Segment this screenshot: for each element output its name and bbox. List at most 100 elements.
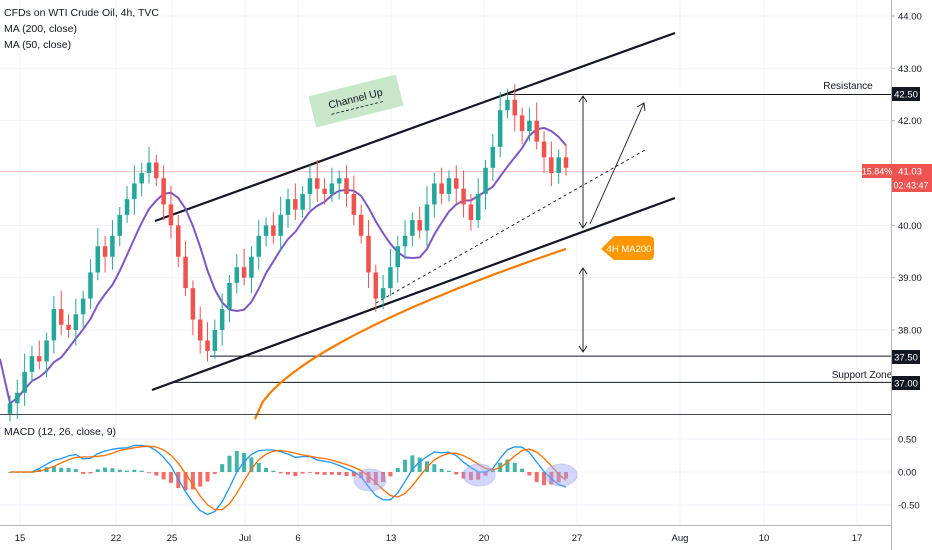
macd-hist-bar [329,472,334,475]
legend-ma50: MA (50, close) [4,39,72,51]
macd-y-tick-label: -0.50 [898,501,920,512]
macd-hist-bar [403,459,408,472]
macd-hist-bar [168,472,173,483]
projection-arrow [589,102,645,225]
support-zone-label: Support Zone [832,370,893,381]
channel-up-dash [331,100,384,115]
candles [7,84,569,422]
candle-body [336,178,342,184]
candle-body [563,157,569,168]
candle-body [534,120,540,142]
macd-hist-bar [556,472,561,483]
signal-line [10,445,567,511]
candle-body [424,204,430,231]
candle-body [124,199,130,215]
candle-body [256,235,262,257]
candle-body [161,178,166,205]
candle-body [44,340,49,362]
current-pct-text: 15.84% [862,167,893,177]
candle-body [58,309,64,325]
macd-hist-bar [132,469,137,472]
range-arrow-upper-heads [578,95,588,229]
macd-hist-bar [103,467,108,472]
macd-hist-bar [293,472,298,477]
x-axis-ticks: 15 22 25 Jul 6 13 20 27 Aug 10 17 [15,533,863,544]
current-price-bg [892,164,932,178]
macd-hist-bar [542,472,547,486]
macd-y-tick-label: 0.00 [898,468,917,479]
candle-body [22,371,27,393]
x-tick-label: 27 [572,533,583,544]
x-tick-label: 6 [295,533,300,544]
candle-body [219,309,225,330]
candle-body [527,120,532,132]
macd-hist-bar [73,469,78,472]
macd-hist-bar [563,472,569,479]
macd-hist-bar [388,472,393,477]
y-tick-label: 38.00 [898,326,922,337]
price-tag-resistance-text: 42.50 [894,90,918,101]
candle-body [278,214,283,236]
legend-macd: MACD (12, 26, close, 9) [4,426,117,438]
price-tag-support-upper-bg [892,350,920,364]
candle-body [36,356,42,362]
macd-hist-bar [454,472,459,475]
candle-body [205,340,210,351]
macd-hist-bar [395,468,400,472]
macd-hist-bar [125,470,130,472]
x-tick-label: 13 [386,533,397,544]
candle-body [461,188,466,205]
macd-hist-bar [300,472,305,474]
macd-hist-bar [381,472,386,483]
range-arrow-lower-heads [578,267,588,353]
candle-body [300,193,305,210]
candle-body [168,204,174,226]
macd-hist-bar [512,462,517,472]
candle-body [556,157,561,173]
macd-hist-bar [198,472,203,487]
macd-hist-bar [234,450,239,472]
candle-body [497,110,503,147]
macd-hist-bar [483,472,488,476]
candle-body [139,173,144,184]
macd-hist-bar [110,468,115,472]
candle-body [432,183,437,205]
x-tick-label: Aug [672,533,689,544]
candle-body [183,256,188,289]
price-tag-support-lower-bg [892,376,920,390]
candle-body [439,183,444,194]
candle-body [307,178,313,194]
macd-hist-bar [476,472,481,480]
candle-body [249,256,254,278]
price-tag-support-upper-text: 37.50 [894,353,918,364]
macd-hist-bar [307,472,312,473]
macd-y-tick-label: 0.50 [898,435,917,446]
countdown-text: 02:43:47 [893,181,928,191]
candle-body [490,146,496,168]
x-tick-label: 20 [479,533,490,544]
macd-hist-bar [278,472,283,474]
candle-body [15,392,20,404]
candle-body [446,178,452,194]
candle-body [29,356,35,372]
candle-body [263,225,269,236]
candle-body [549,157,554,173]
ma200-callout: 4H MA200 [601,236,654,260]
candle-body [190,288,196,320]
candle-body [212,330,218,351]
candle-body [358,214,364,236]
macd-highlight-ellipse [544,463,578,487]
macd-hist-bar [190,472,195,490]
macd-hist-bar [337,472,342,476]
macd-lines [10,444,567,516]
price-tag-support-lower-text: 37.00 [894,379,918,390]
x-tick-label: Jul [239,533,251,544]
channel-up-box: Channel Up [308,74,404,128]
candle-body [175,225,181,257]
y-tick-label: 40.00 [898,221,922,232]
macd-hist-bar [51,466,56,472]
macd-hist-bar [66,468,71,472]
candle-body [132,183,137,200]
channel-lower-line [151,196,676,392]
